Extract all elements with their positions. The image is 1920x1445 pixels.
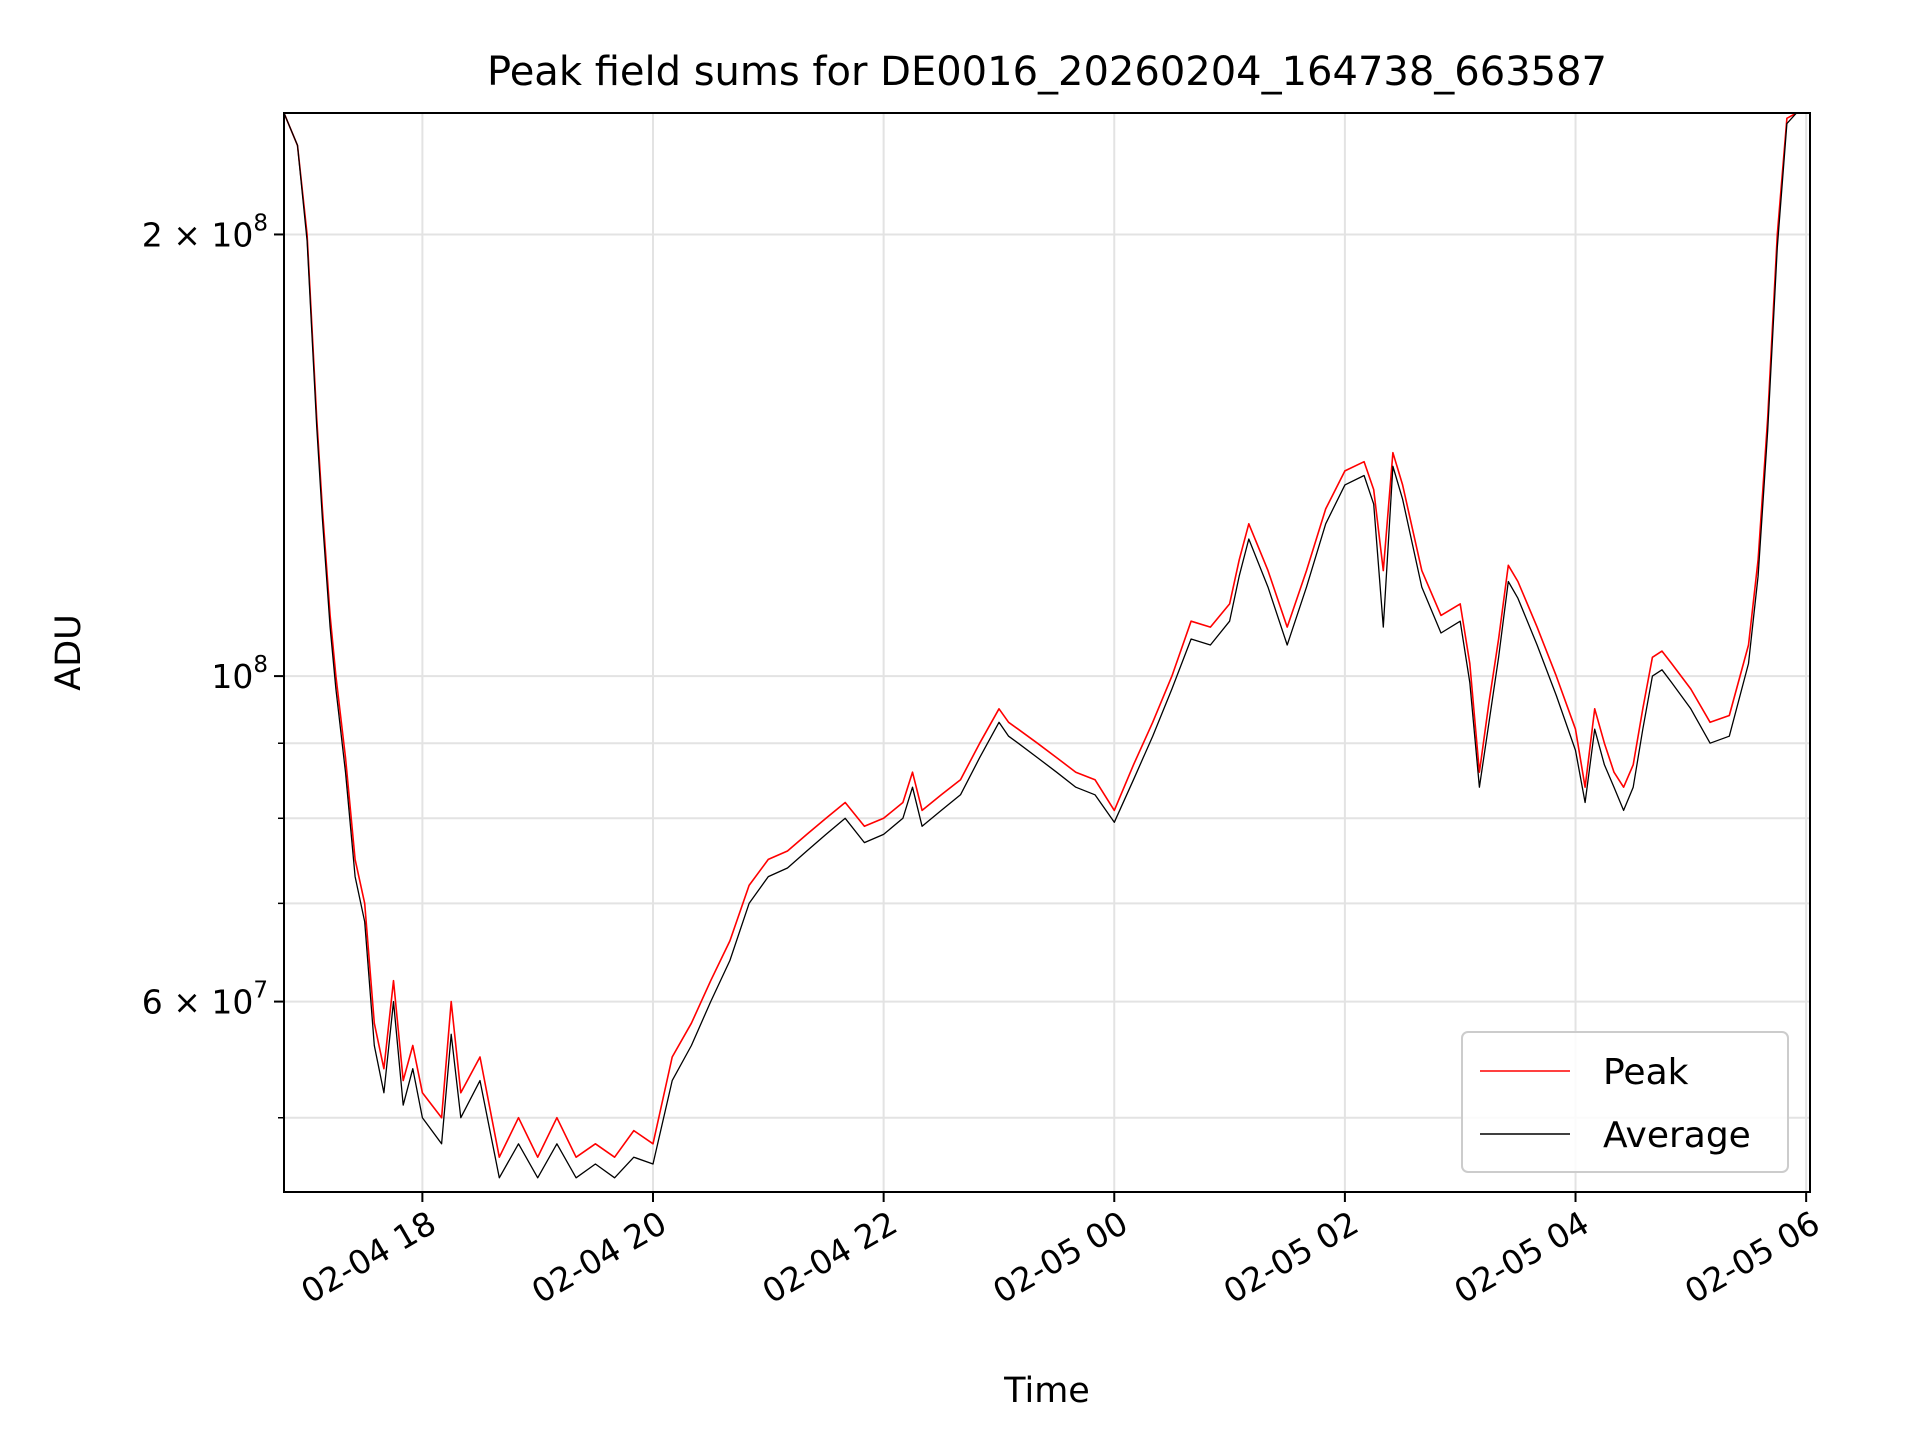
y-tick-label: 6 × 107 xyxy=(142,978,268,1022)
x-tick-label: 02-04 22 xyxy=(756,1203,904,1311)
series-line-average xyxy=(284,113,1807,1179)
gridlines xyxy=(284,113,1810,1192)
x-tick-label: 02-04 20 xyxy=(525,1203,673,1311)
x-tick-label: 02-05 04 xyxy=(1448,1203,1596,1311)
x-axis-title: Time xyxy=(1003,1371,1090,1411)
plot-frame xyxy=(283,112,1811,1193)
x-tick-label: 02-04 18 xyxy=(294,1203,442,1311)
legend: Peak Average xyxy=(1461,1031,1789,1173)
legend-box xyxy=(1461,1031,1789,1173)
legend-label-peak: Peak xyxy=(1603,1052,1689,1093)
series-line-peak xyxy=(284,113,1807,1158)
chart-title: Peak field sums for DE0016_20260204_1647… xyxy=(487,49,1607,95)
x-tick-label: 02-05 02 xyxy=(1217,1203,1365,1311)
y-tick-label: 108 xyxy=(211,652,268,696)
y-axis-title: ADU xyxy=(49,614,89,691)
x-tick-label: 02-05 06 xyxy=(1678,1203,1826,1311)
x-tick-label: 02-05 00 xyxy=(986,1203,1134,1311)
series-lines xyxy=(284,113,1807,1179)
y-tick-label: 2 × 108 xyxy=(142,210,268,254)
legend-label-average: Average xyxy=(1603,1115,1751,1156)
